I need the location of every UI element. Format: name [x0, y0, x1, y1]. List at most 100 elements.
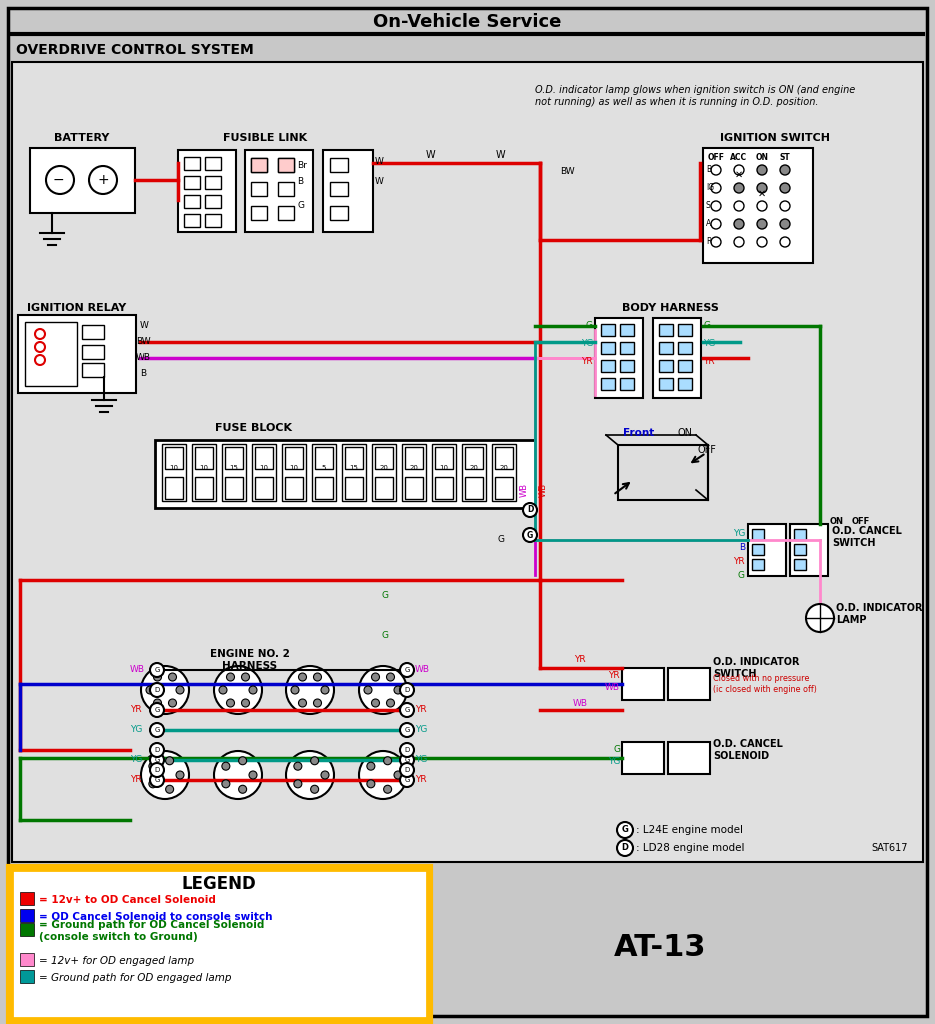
Text: 20: 20: [380, 465, 388, 471]
Text: = Ground path for OD Cancel Solenoid
(console switch to Ground): = Ground path for OD Cancel Solenoid (co…: [39, 921, 265, 942]
Text: O.D. CANCEL
SOLENOID: O.D. CANCEL SOLENOID: [713, 739, 783, 761]
Bar: [752, 544, 764, 555]
Circle shape: [249, 686, 257, 694]
Text: B: B: [739, 544, 745, 553]
Circle shape: [359, 666, 407, 714]
Circle shape: [400, 723, 414, 737]
Text: BATTERY: BATTERY: [54, 133, 109, 143]
Bar: [18, 315, 136, 393]
Text: YG: YG: [415, 725, 427, 734]
Text: On-Vehicle Service: On-Vehicle Service: [373, 13, 561, 31]
Text: −: −: [52, 173, 64, 187]
Circle shape: [150, 663, 164, 677]
Circle shape: [168, 699, 177, 707]
Circle shape: [291, 686, 299, 694]
Circle shape: [298, 699, 307, 707]
Text: YG: YG: [130, 756, 142, 765]
Circle shape: [313, 673, 322, 681]
Circle shape: [149, 762, 157, 770]
Text: +: +: [97, 173, 108, 187]
Text: IG: IG: [706, 183, 714, 193]
Circle shape: [150, 743, 164, 757]
Circle shape: [141, 751, 189, 799]
Text: AT-13: AT-13: [613, 934, 706, 963]
Circle shape: [400, 663, 414, 677]
Circle shape: [214, 666, 262, 714]
Text: BODY HARNESS: BODY HARNESS: [622, 303, 718, 313]
Bar: [752, 559, 764, 570]
Text: BW: BW: [136, 338, 151, 346]
Text: 20: 20: [499, 465, 509, 471]
Circle shape: [367, 780, 375, 787]
Text: SAT617: SAT617: [871, 843, 908, 853]
Text: G: G: [154, 777, 160, 783]
Circle shape: [35, 355, 45, 365]
Text: YR: YR: [130, 775, 141, 784]
Text: O.D. indicator lamp glows when ignition switch is ON (and engine
not running) as: O.D. indicator lamp glows when ignition …: [535, 85, 856, 106]
Circle shape: [400, 703, 414, 717]
Bar: [678, 360, 692, 372]
Circle shape: [780, 201, 790, 211]
Bar: [622, 742, 664, 774]
Circle shape: [141, 666, 189, 714]
Circle shape: [400, 743, 414, 757]
Text: OVERDRIVE CONTROL SYSTEM: OVERDRIVE CONTROL SYSTEM: [16, 43, 253, 57]
Text: G: G: [404, 777, 410, 783]
Bar: [245, 150, 313, 232]
Circle shape: [321, 686, 329, 694]
Bar: [620, 360, 634, 372]
Bar: [659, 342, 673, 354]
Bar: [165, 477, 183, 499]
Circle shape: [394, 686, 402, 694]
Circle shape: [734, 183, 744, 193]
Text: YG: YG: [608, 758, 620, 767]
Bar: [462, 444, 486, 501]
Bar: [282, 444, 306, 501]
Bar: [82, 325, 104, 339]
Circle shape: [711, 165, 721, 175]
Text: YG: YG: [733, 529, 745, 539]
Bar: [184, 195, 200, 208]
Circle shape: [168, 673, 177, 681]
Bar: [251, 158, 267, 172]
Bar: [20, 953, 34, 966]
Text: OFF: OFF: [698, 445, 717, 455]
Circle shape: [523, 528, 537, 542]
Circle shape: [359, 751, 407, 799]
Text: G: G: [297, 202, 304, 211]
Bar: [285, 477, 303, 499]
Circle shape: [617, 822, 633, 838]
Bar: [375, 477, 393, 499]
Bar: [653, 318, 701, 398]
Bar: [402, 444, 426, 501]
Text: G: G: [527, 530, 533, 540]
Text: G: G: [381, 591, 389, 599]
Text: S: S: [706, 202, 711, 211]
Text: 10: 10: [199, 465, 209, 471]
Circle shape: [400, 753, 414, 767]
Text: YR: YR: [609, 672, 620, 681]
Circle shape: [176, 686, 184, 694]
Circle shape: [371, 673, 380, 681]
Circle shape: [806, 604, 834, 632]
Text: IGNITION RELAY: IGNITION RELAY: [27, 303, 126, 313]
Circle shape: [249, 771, 257, 779]
Circle shape: [757, 183, 767, 193]
Bar: [659, 324, 673, 336]
Text: 10: 10: [169, 465, 179, 471]
Circle shape: [400, 763, 414, 777]
Circle shape: [222, 780, 230, 787]
Bar: [251, 206, 267, 220]
Text: B: B: [140, 370, 146, 379]
Circle shape: [780, 183, 790, 193]
Text: = OD Cancel Solenoid to console switch: = OD Cancel Solenoid to console switch: [39, 912, 272, 922]
Bar: [184, 214, 200, 227]
Bar: [12, 870, 427, 1018]
Bar: [20, 909, 34, 922]
Text: B: B: [706, 166, 712, 174]
Circle shape: [313, 699, 322, 707]
Text: W: W: [496, 150, 505, 160]
Text: = Ground path for OD engaged lamp: = Ground path for OD engaged lamp: [39, 973, 232, 983]
Circle shape: [757, 237, 767, 247]
Bar: [345, 447, 363, 469]
